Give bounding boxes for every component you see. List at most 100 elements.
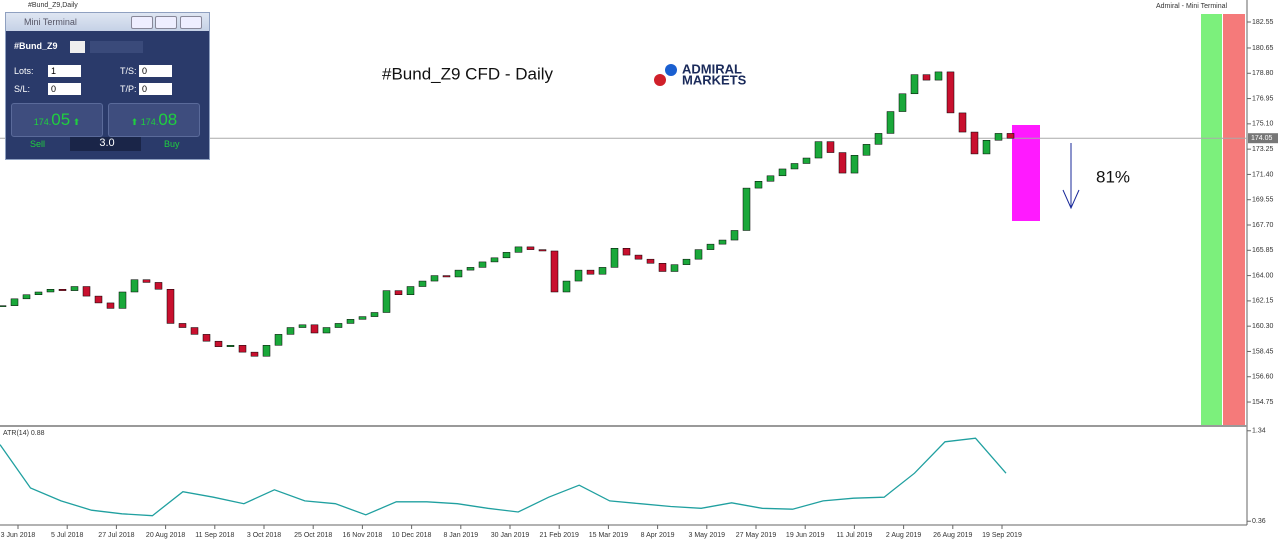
x-tick-label: 3 Oct 2018 [247, 532, 281, 539]
candle [814, 141, 823, 159]
logo-dot [665, 64, 677, 76]
candle [490, 257, 499, 263]
atr-line [0, 437, 1007, 517]
candle [214, 340, 223, 347]
candle [10, 298, 19, 306]
y-tick-label: 154.75 [1252, 399, 1274, 406]
candle [418, 280, 427, 287]
candle [118, 291, 127, 309]
lots-label: Lots: [14, 66, 34, 76]
symbol[interactable]: #Bund_Z9 [14, 41, 58, 51]
x-tick-label: 25 Oct 2018 [294, 532, 332, 539]
window-right-title: Admiral - Mini Terminal [1156, 3, 1227, 10]
candle [154, 282, 163, 290]
candle [802, 157, 811, 164]
candle [58, 289, 67, 291]
candle [898, 93, 907, 112]
buy-zone [1201, 14, 1222, 425]
y-tick-label: 162.15 [1252, 298, 1274, 305]
symbol-dropdown[interactable] [70, 41, 85, 53]
current-price-box [1248, 133, 1278, 144]
mini-terminal-title: Mini Terminal [6, 13, 209, 31]
logo: MARKETS [682, 72, 747, 87]
ts-label: T/S: [120, 66, 137, 76]
sell-zone [1223, 14, 1245, 425]
sell-button[interactable]: Sell [30, 139, 46, 149]
sl-input[interactable]: 0 [48, 83, 81, 95]
y-tick-label: 175.10 [1252, 121, 1274, 128]
buy-price[interactable]: ⬆ 174.08 [108, 103, 200, 137]
candle [94, 295, 103, 304]
candle [670, 264, 679, 272]
buy-button[interactable]: Buy [164, 139, 180, 149]
candle [838, 152, 847, 174]
x-tick-label: 19 Jun 2019 [786, 532, 825, 539]
candle [706, 243, 715, 250]
lots-input[interactable]: 1 [48, 65, 81, 77]
candle [658, 263, 667, 272]
chart-title: #Bund_Z9 CFD - Daily [382, 64, 554, 83]
window-title: #Bund_Z9,Daily [28, 2, 78, 9]
tp-input[interactable]: 0 [139, 83, 172, 95]
candle [130, 279, 139, 293]
x-tick-label: 19 Sep 2019 [982, 532, 1022, 539]
candle [346, 319, 355, 324]
minimize-button[interactable] [131, 16, 153, 29]
candle [382, 290, 391, 313]
candle [886, 111, 895, 134]
candle [526, 246, 535, 250]
x-tick-label: 16 Nov 2018 [343, 532, 383, 539]
candle [394, 290, 403, 295]
candle [262, 345, 271, 357]
candle [730, 230, 739, 241]
x-tick-label: 8 Jan 2019 [443, 532, 478, 539]
candle [598, 267, 607, 275]
candle [406, 286, 415, 295]
candle [166, 289, 175, 324]
candle [430, 275, 439, 282]
restore-button[interactable] [155, 16, 177, 29]
candle [1006, 133, 1015, 139]
candle [538, 249, 547, 252]
candle [622, 247, 631, 256]
candle [682, 258, 691, 265]
candle [286, 327, 295, 335]
x-tick-label: 27 Jul 2018 [98, 532, 134, 539]
forecast-arrow-head [1062, 189, 1080, 210]
y-tick-label: 178.80 [1252, 70, 1274, 77]
candle [958, 112, 967, 133]
ts-input[interactable]: 0 [139, 65, 172, 77]
candle [766, 175, 775, 182]
y-tick-label: 182.55 [1252, 19, 1274, 26]
x-tick-label: 20 Aug 2018 [146, 532, 185, 539]
x-tick-label: 26 Aug 2019 [933, 532, 972, 539]
candle [922, 74, 931, 81]
candle [562, 280, 571, 293]
candle [694, 249, 703, 260]
candle [874, 133, 883, 145]
volume[interactable]: 3.0 [70, 137, 141, 151]
symbol-field[interactable] [90, 41, 143, 53]
candle [142, 279, 151, 283]
candle [970, 131, 979, 155]
candle [478, 261, 487, 268]
y-tick-label: 180.65 [1252, 45, 1274, 52]
y-tick-label: 173.25 [1252, 146, 1274, 153]
candle [178, 323, 187, 328]
y-tick-label: 167.70 [1252, 222, 1274, 229]
candle [370, 312, 379, 317]
sell-price[interactable]: 174.05 ⬆ [11, 103, 103, 137]
candle [982, 140, 991, 155]
candle [718, 239, 727, 245]
candle [994, 133, 1003, 141]
y-tick-label: 176.95 [1252, 95, 1274, 102]
candle [298, 324, 307, 328]
close-button[interactable] [180, 16, 202, 29]
x-tick-label: 11 Jul 2019 [837, 532, 873, 539]
candle [0, 305, 7, 307]
y-tick-label: 164.00 [1252, 272, 1274, 279]
sl-label: S/L: [14, 84, 31, 94]
logo: ADMIRAL [682, 61, 742, 76]
